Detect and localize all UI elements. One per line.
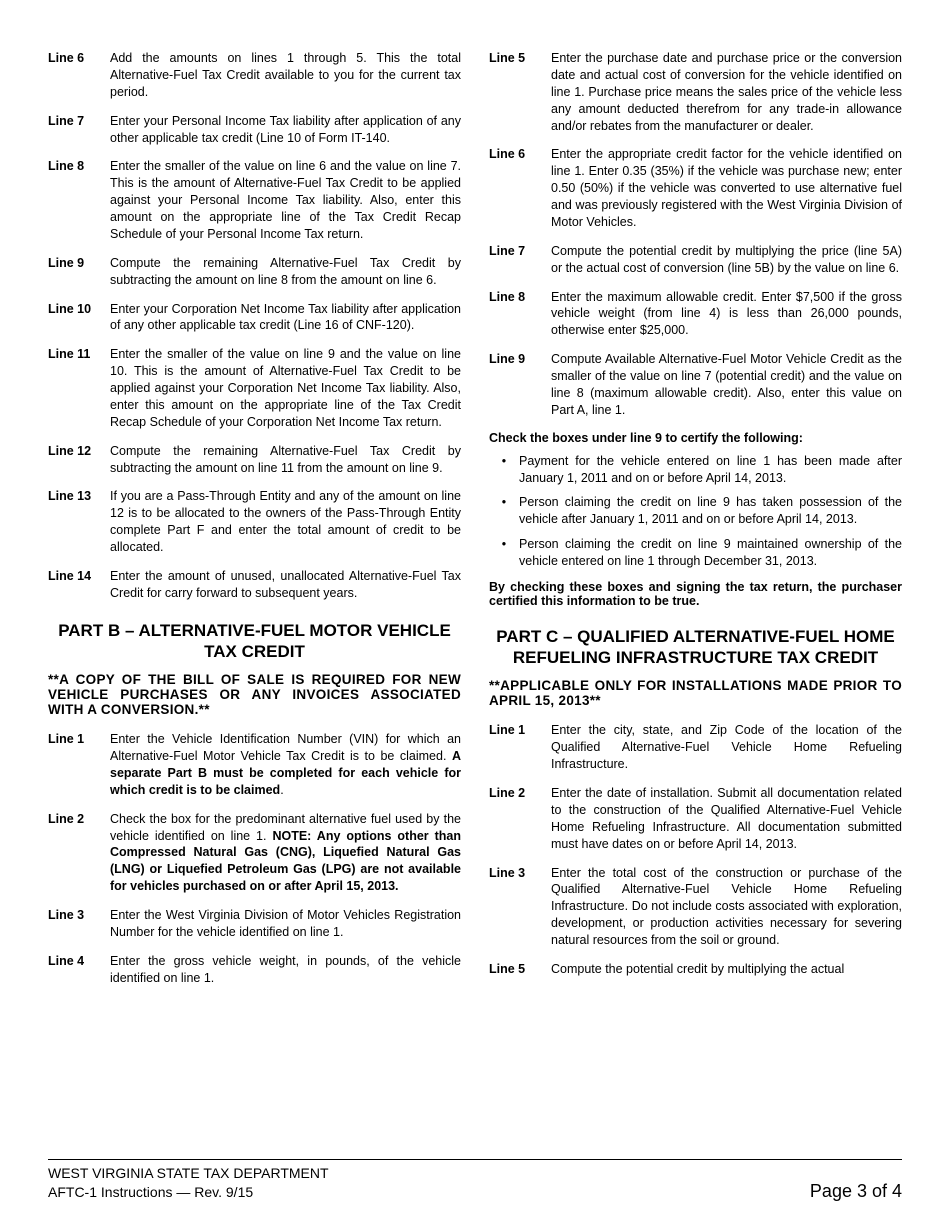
line-item: Line 2Enter the date of installation. Su… (489, 785, 902, 853)
bullet-item: •Payment for the vehicle entered on line… (489, 453, 902, 487)
page-footer: WEST VIRGINIA STATE TAX DEPARTMENT AFTC-… (48, 1159, 902, 1202)
line-label: Line 9 (48, 255, 110, 289)
line-text: Compute the remaining Alternative-Fuel T… (110, 255, 461, 289)
line-item: Line 14Enter the amount of unused, unall… (48, 568, 461, 602)
certify-statement: By checking these boxes and signing the … (489, 580, 902, 608)
line-label: Line 13 (48, 488, 110, 556)
footer-rev: AFTC-1 Instructions — Rev. 9/15 (48, 1183, 329, 1202)
line-text: Enter the gross vehicle weight, in pound… (110, 953, 461, 987)
line-text: Check the box for the predominant altern… (110, 811, 461, 895)
footer-dept: WEST VIRGINIA STATE TAX DEPARTMENT (48, 1164, 329, 1183)
line-item: Line 7Compute the potential credit by mu… (489, 243, 902, 277)
line-label: Line 5 (489, 50, 551, 134)
bullet-text: Payment for the vehicle entered on line … (519, 453, 902, 487)
line-label: Line 8 (489, 289, 551, 340)
line-item: Line 3Enter the West Virginia Division o… (48, 907, 461, 941)
right-column: Line 5Enter the purchase date and purcha… (489, 50, 902, 1145)
line-label: Line 6 (489, 146, 551, 230)
line-text: Enter the Vehicle Identification Number … (110, 731, 461, 799)
bullet-text: Person claiming the credit on line 9 mai… (519, 536, 902, 570)
line-label: Line 2 (48, 811, 110, 895)
line-label: Line 4 (48, 953, 110, 987)
bullet-dot: • (489, 536, 519, 570)
line-text: Enter the city, state, and Zip Code of t… (551, 722, 902, 773)
line-text: If you are a Pass-Through Entity and any… (110, 488, 461, 556)
bullet-dot: • (489, 494, 519, 528)
line-text: Enter the smaller of the value on line 9… (110, 346, 461, 430)
line-label: Line 5 (489, 961, 551, 978)
line-label: Line 11 (48, 346, 110, 430)
two-column-layout: Line 6Add the amounts on lines 1 through… (48, 50, 902, 1145)
check-heading: Check the boxes under line 9 to certify … (489, 431, 902, 445)
line-text: Compute the potential credit by multiply… (551, 243, 902, 277)
line-item: Line 9Compute Available Alternative-Fuel… (489, 351, 902, 419)
line-text: Enter the West Virginia Division of Moto… (110, 907, 461, 941)
bullet-item: •Person claiming the credit on line 9 ha… (489, 494, 902, 528)
part-c-notice: **APPLICABLE ONLY FOR INSTALLATIONS MADE… (489, 678, 902, 708)
line-item: Line 3Enter the total cost of the constr… (489, 865, 902, 949)
line-text: Enter your Corporation Net Income Tax li… (110, 301, 461, 335)
line-item: Line 10Enter your Corporation Net Income… (48, 301, 461, 335)
line-text: Compute the potential credit by multiply… (551, 961, 902, 978)
line-label: Line 10 (48, 301, 110, 335)
line-item: Line 5Enter the purchase date and purcha… (489, 50, 902, 134)
line-text: Enter the total cost of the construction… (551, 865, 902, 949)
bullet-item: •Person claiming the credit on line 9 ma… (489, 536, 902, 570)
bullet-dot: • (489, 453, 519, 487)
line-item: Line 8Enter the maximum allowable credit… (489, 289, 902, 340)
footer-page: Page 3 of 4 (810, 1181, 902, 1202)
line-item: Line 1Enter the Vehicle Identification N… (48, 731, 461, 799)
line-label: Line 6 (48, 50, 110, 101)
line-item: Line 12Compute the remaining Alternative… (48, 443, 461, 477)
left-column: Line 6Add the amounts on lines 1 through… (48, 50, 461, 1145)
line-label: Line 9 (489, 351, 551, 419)
line-item: Line 11Enter the smaller of the value on… (48, 346, 461, 430)
part-b-notice: **A COPY OF THE BILL OF SALE IS REQUIRED… (48, 672, 461, 717)
line-label: Line 14 (48, 568, 110, 602)
line-item: Line 6Enter the appropriate credit facto… (489, 146, 902, 230)
line-item: Line 6Add the amounts on lines 1 through… (48, 50, 461, 101)
line-item: Line 8Enter the smaller of the value on … (48, 158, 461, 242)
line-text: Enter the date of installation. Submit a… (551, 785, 902, 853)
line-item: Line 5Compute the potential credit by mu… (489, 961, 902, 978)
line-item: Line 4Enter the gross vehicle weight, in… (48, 953, 461, 987)
line-label: Line 12 (48, 443, 110, 477)
line-label: Line 3 (489, 865, 551, 949)
line-label: Line 7 (48, 113, 110, 147)
line-label: Line 1 (48, 731, 110, 799)
line-text: Compute Available Alternative-Fuel Motor… (551, 351, 902, 419)
line-text: Enter the maximum allowable credit. Ente… (551, 289, 902, 340)
certify-bullets: •Payment for the vehicle entered on line… (489, 453, 902, 570)
footer-left: WEST VIRGINIA STATE TAX DEPARTMENT AFTC-… (48, 1164, 329, 1202)
line-label: Line 8 (48, 158, 110, 242)
part-c-heading: PART C – QUALIFIED ALTERNATIVE-FUEL HOME… (489, 626, 902, 669)
line-item: Line 2Check the box for the predominant … (48, 811, 461, 895)
line-label: Line 7 (489, 243, 551, 277)
line-text: Enter the appropriate credit factor for … (551, 146, 902, 230)
line-item: Line 1Enter the city, state, and Zip Cod… (489, 722, 902, 773)
line-label: Line 3 (48, 907, 110, 941)
line-item: Line 9Compute the remaining Alternative-… (48, 255, 461, 289)
part-b-heading: PART B – ALTERNATIVE-FUEL MOTOR VEHICLE … (48, 620, 461, 663)
line-label: Line 2 (489, 785, 551, 853)
bullet-text: Person claiming the credit on line 9 has… (519, 494, 902, 528)
line-label: Line 1 (489, 722, 551, 773)
line-text: Enter the smaller of the value on line 6… (110, 158, 461, 242)
line-item: Line 7Enter your Personal Income Tax lia… (48, 113, 461, 147)
line-text: Add the amounts on lines 1 through 5. Th… (110, 50, 461, 101)
line-text: Enter your Personal Income Tax liability… (110, 113, 461, 147)
line-text: Enter the purchase date and purchase pri… (551, 50, 902, 134)
line-text: Compute the remaining Alternative-Fuel T… (110, 443, 461, 477)
line-text: Enter the amount of unused, unallocated … (110, 568, 461, 602)
line-item: Line 13If you are a Pass-Through Entity … (48, 488, 461, 556)
